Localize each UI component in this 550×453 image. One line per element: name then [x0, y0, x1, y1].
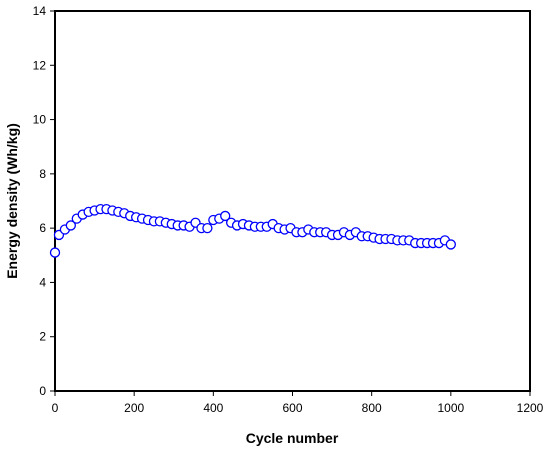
data-point: [445, 239, 456, 250]
x-axis-title: Cycle number: [246, 430, 339, 446]
plot-area: [54, 10, 531, 392]
y-tick-label: 12: [33, 58, 47, 72]
y-tick-label: 10: [33, 113, 47, 127]
x-tick-label: 600: [282, 401, 302, 415]
data-point: [49, 247, 61, 258]
y-tick-label: 4: [39, 275, 46, 289]
y-tick-label: 6: [39, 221, 46, 235]
data-point: [220, 210, 231, 222]
x-tick-label: 200: [124, 401, 144, 415]
data-point: [65, 220, 76, 231]
data-point: [202, 222, 213, 234]
y-tick-label: 8: [39, 167, 46, 181]
y-axis: 0 2 4 6 8 10 12 14: [33, 4, 55, 398]
x-tick-label: 0: [52, 401, 59, 415]
x-tick-label: 1200: [517, 401, 544, 415]
x-tick-label: 800: [362, 401, 382, 415]
x-axis: 0 200 400 600 800 1000 1200: [52, 391, 544, 415]
data-series: [49, 203, 456, 258]
x-tick-label: 1000: [437, 401, 464, 415]
x-tick-label: 400: [203, 401, 223, 415]
y-axis-title: Energy density (Wh/kg): [4, 123, 20, 279]
y-tick-label: 14: [33, 4, 47, 18]
y-tick-label: 2: [39, 330, 46, 344]
y-tick-label: 0: [39, 384, 46, 398]
